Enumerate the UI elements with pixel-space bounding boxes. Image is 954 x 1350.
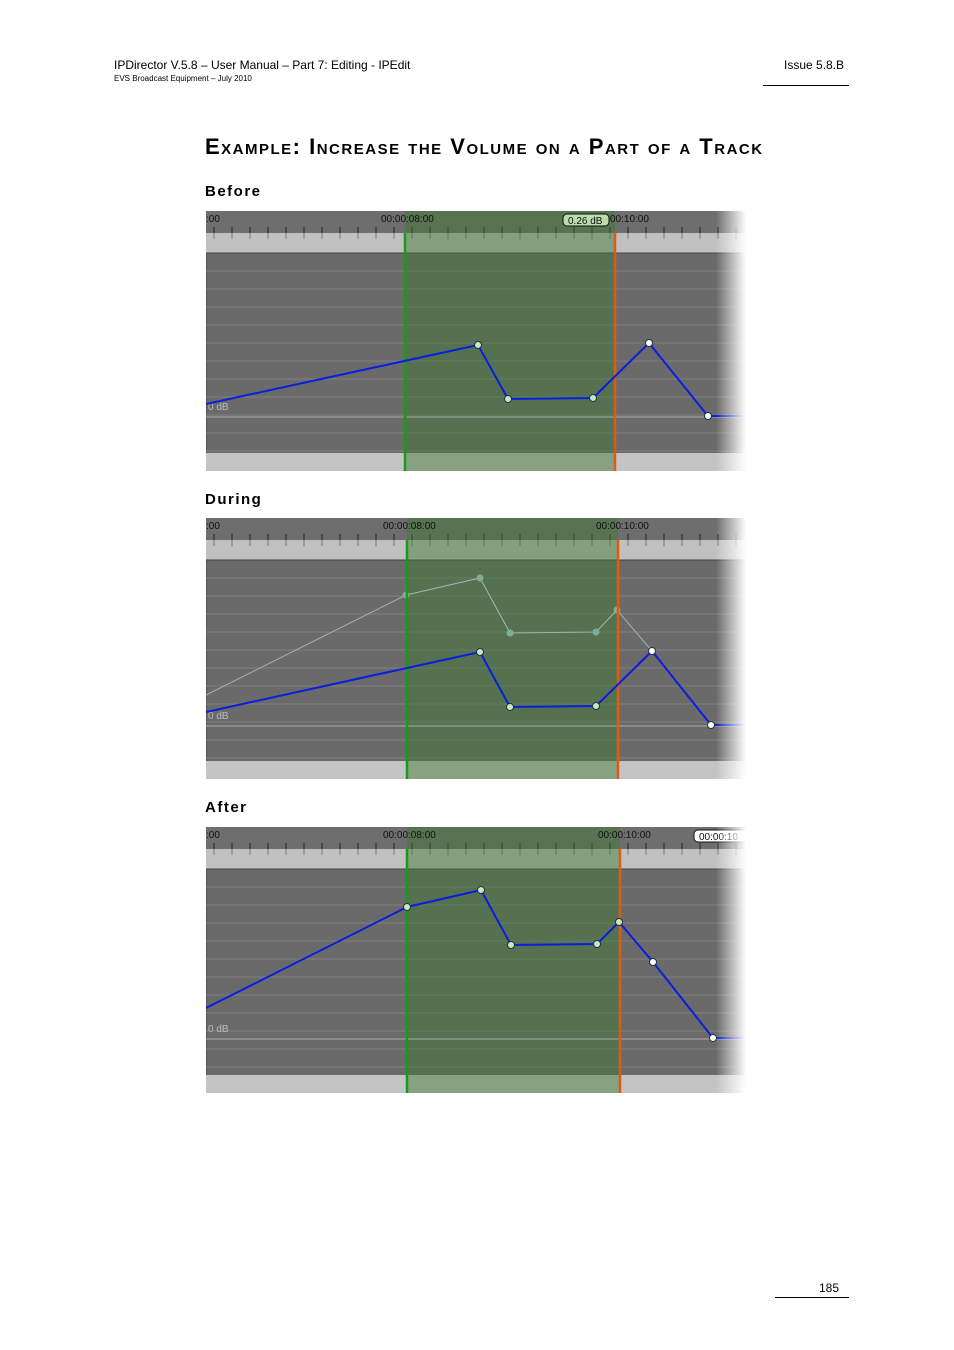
caption: Before bbox=[205, 183, 262, 200]
keyframe bbox=[403, 903, 411, 911]
track bbox=[206, 559, 746, 779]
keyframe bbox=[709, 1034, 717, 1042]
issue: Issue 5.8.B bbox=[784, 58, 845, 72]
ghost-point bbox=[476, 574, 484, 582]
ghost-point bbox=[506, 629, 514, 637]
ruler-label: :00 bbox=[206, 521, 220, 532]
keyframe bbox=[477, 886, 485, 894]
ruler-label: 00:00:08:00 bbox=[383, 830, 436, 841]
ruler bbox=[206, 827, 746, 849]
footer-rule bbox=[775, 1297, 849, 1298]
keyframe bbox=[592, 702, 600, 710]
ruler-label: 00:00:10:00 bbox=[598, 830, 651, 841]
selection bbox=[407, 518, 618, 779]
keyframe bbox=[589, 394, 597, 402]
ghost-point bbox=[592, 628, 600, 636]
ruler-label: :00 bbox=[206, 830, 220, 841]
ruler bbox=[206, 211, 746, 233]
keyframe bbox=[506, 703, 514, 711]
keyframe bbox=[474, 341, 482, 349]
db-label: 0 dB bbox=[208, 711, 229, 722]
header-title: IPDirector V.5.8 – User Manual – Part 7:… bbox=[114, 58, 411, 72]
caption: After bbox=[205, 799, 248, 816]
keyframe bbox=[593, 940, 601, 948]
bottom-bar bbox=[206, 453, 746, 471]
ruler bbox=[206, 518, 746, 540]
screenshot: 0 dB :00 00:00:08:00 00:10:00 0.26 dB bbox=[206, 211, 746, 471]
ruler-bar bbox=[206, 540, 746, 560]
track bbox=[206, 868, 746, 1093]
badge-label: 0.26 dB bbox=[568, 216, 603, 227]
selection bbox=[407, 827, 620, 1093]
bottom-bar bbox=[206, 1075, 746, 1093]
keyframe bbox=[615, 918, 623, 926]
keyframe bbox=[645, 339, 653, 347]
ruler-bar bbox=[206, 233, 746, 253]
header-subtitle: EVS Broadcast Equipment – July 2010 bbox=[114, 74, 252, 83]
keyframe bbox=[649, 958, 657, 966]
db-label: 0 dB bbox=[208, 402, 229, 413]
header-rule bbox=[763, 85, 849, 86]
page-number: 185 bbox=[819, 1281, 840, 1295]
keyframe bbox=[707, 721, 715, 729]
edge-fade bbox=[716, 518, 746, 779]
caption: During bbox=[205, 491, 263, 508]
db-label: 0 dB bbox=[208, 1024, 229, 1035]
badge bbox=[562, 213, 610, 227]
ruler-bar bbox=[206, 849, 746, 869]
bottom-bar bbox=[206, 761, 746, 779]
ruler-label: 00:00:08:00 bbox=[383, 521, 436, 532]
section-title: Example: Increase the Volume on a Part o… bbox=[205, 134, 764, 159]
keyframe bbox=[648, 647, 656, 655]
keyframe bbox=[507, 941, 515, 949]
ruler-label: 00:10:00 bbox=[610, 214, 649, 225]
keyframe bbox=[504, 395, 512, 403]
ruler-label: 00:00:08:00 bbox=[381, 214, 434, 225]
keyframe bbox=[476, 648, 484, 656]
keyframe bbox=[704, 412, 712, 420]
edge-fade bbox=[716, 827, 746, 1093]
ruler-label: :00 bbox=[206, 214, 220, 225]
screenshot: 0 dB :00 00:00:08:00 00:00:10:00 bbox=[206, 518, 746, 779]
edge-fade bbox=[716, 211, 746, 471]
ruler-label: 00:00:10:00 bbox=[596, 521, 649, 532]
selection bbox=[405, 211, 615, 471]
